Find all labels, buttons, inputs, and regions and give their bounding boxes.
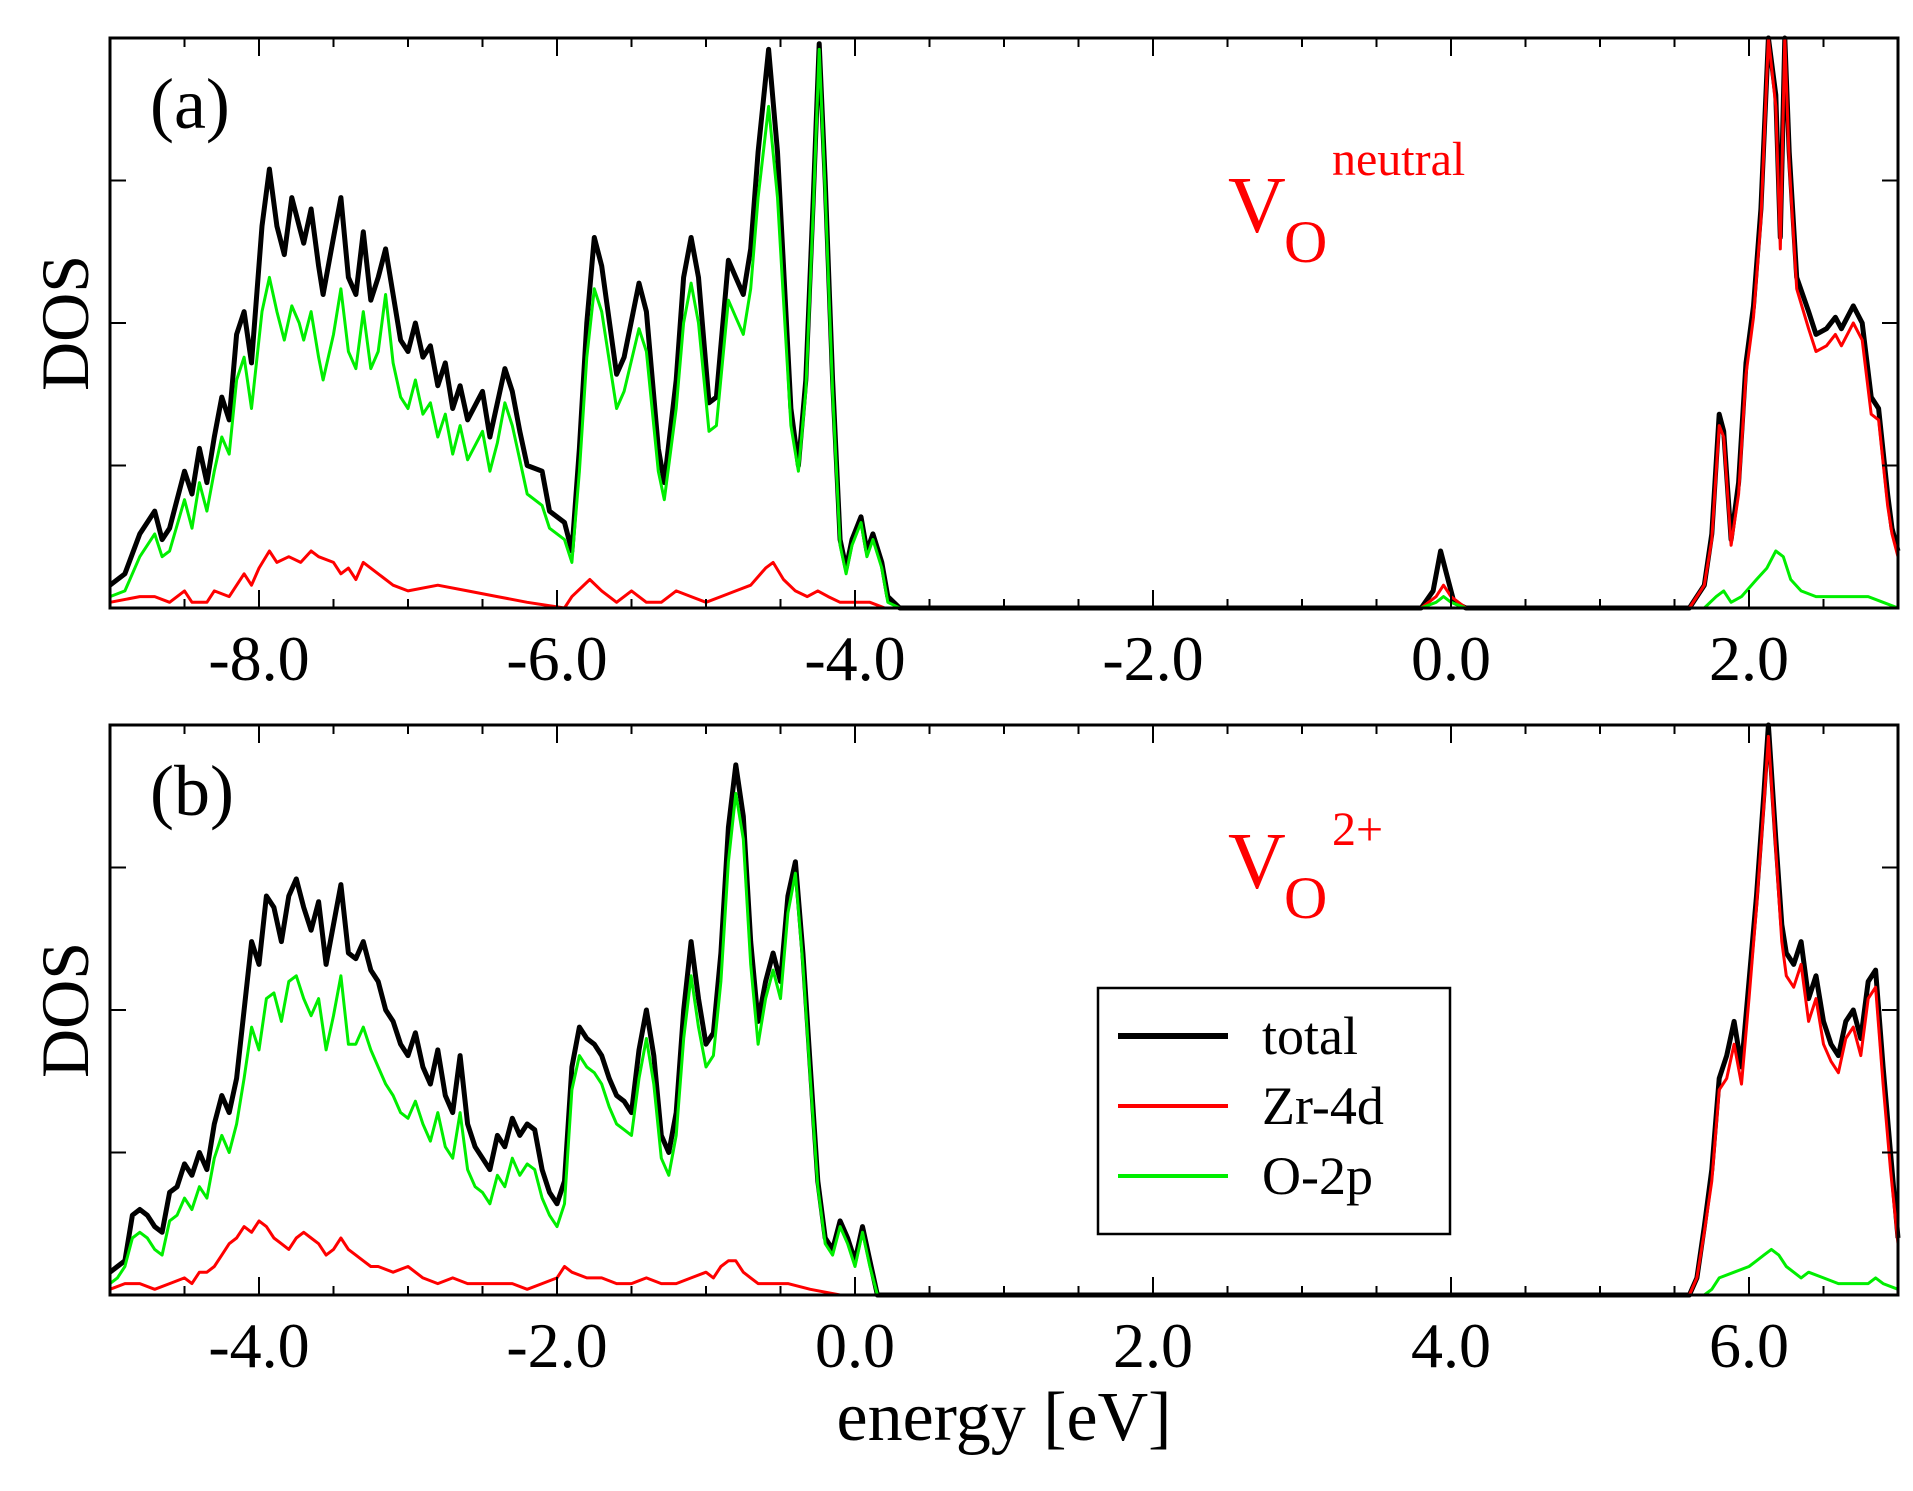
panel-a-annotation-v: V: [1228, 162, 1286, 250]
panel-b-ylabel: DOS: [27, 942, 103, 1078]
xtick-label: 4.0: [1411, 1310, 1491, 1381]
panel-a-label: (a): [150, 64, 230, 144]
series-zr-4d-panel-b: [109, 734, 1900, 1297]
series-total-panel-b: [108, 722, 1901, 1298]
xtick-label: -8.0: [208, 623, 309, 694]
panel-b-annotation: V O 2+: [1228, 803, 1383, 931]
panel-b: -4.0 -2.0 0.0 2.0 4.0 6.0 (b) DOS V O 2+ tota…: [27, 722, 1901, 1381]
xtick-label: 0.0: [815, 1310, 895, 1381]
xtick-label: 2.0: [1709, 623, 1789, 694]
legend-label-o2p: O-2p: [1262, 1146, 1373, 1206]
panel-b-label: (b): [150, 751, 234, 831]
legend: total Zr-4d O-2p: [1096, 986, 1452, 1236]
xtick-label: 6.0: [1709, 1310, 1789, 1381]
legend-box: [1096, 986, 1452, 1236]
panel-a: -8.0 -6.0 -4.0 -2.0 0.0 2.0 (a) DOS V O neutr…: [27, 35, 1901, 694]
xtick-label: 0.0: [1411, 623, 1491, 694]
xtick-label: 2.0: [1113, 1310, 1193, 1381]
legend-label-total: total: [1262, 1006, 1358, 1066]
xtick-label: -2.0: [1102, 623, 1203, 694]
x-axis-label: energy [eV]: [837, 1379, 1172, 1456]
panel-a-series: [108, 35, 1901, 611]
series-o-2p-panel-a: [109, 47, 1899, 610]
legend-label-zr4d: Zr-4d: [1262, 1076, 1384, 1136]
panel-b-annotation-sup: 2+: [1332, 803, 1383, 856]
panel-a-ticks: -8.0 -6.0 -4.0 -2.0 0.0 2.0: [109, 37, 1899, 694]
series-zr-4d-panel-a: [109, 36, 1900, 610]
xtick-label: -6.0: [506, 623, 607, 694]
panel-a-ylabel: DOS: [27, 255, 103, 391]
xtick-label: -2.0: [506, 1310, 607, 1381]
xtick-label: -4.0: [804, 623, 905, 694]
panel-a-annotation-sub: O: [1284, 209, 1327, 275]
panel-b-annotation-sub: O: [1284, 865, 1327, 931]
panel-a-annotation: V O neutral: [1228, 133, 1465, 275]
panel-b-ticks: -4.0 -2.0 0.0 2.0 4.0 6.0: [109, 724, 1899, 1381]
panel-b-annotation-v: V: [1228, 818, 1286, 906]
panel-a-annotation-sup: neutral: [1332, 133, 1465, 186]
xtick-label: -4.0: [208, 1310, 309, 1381]
